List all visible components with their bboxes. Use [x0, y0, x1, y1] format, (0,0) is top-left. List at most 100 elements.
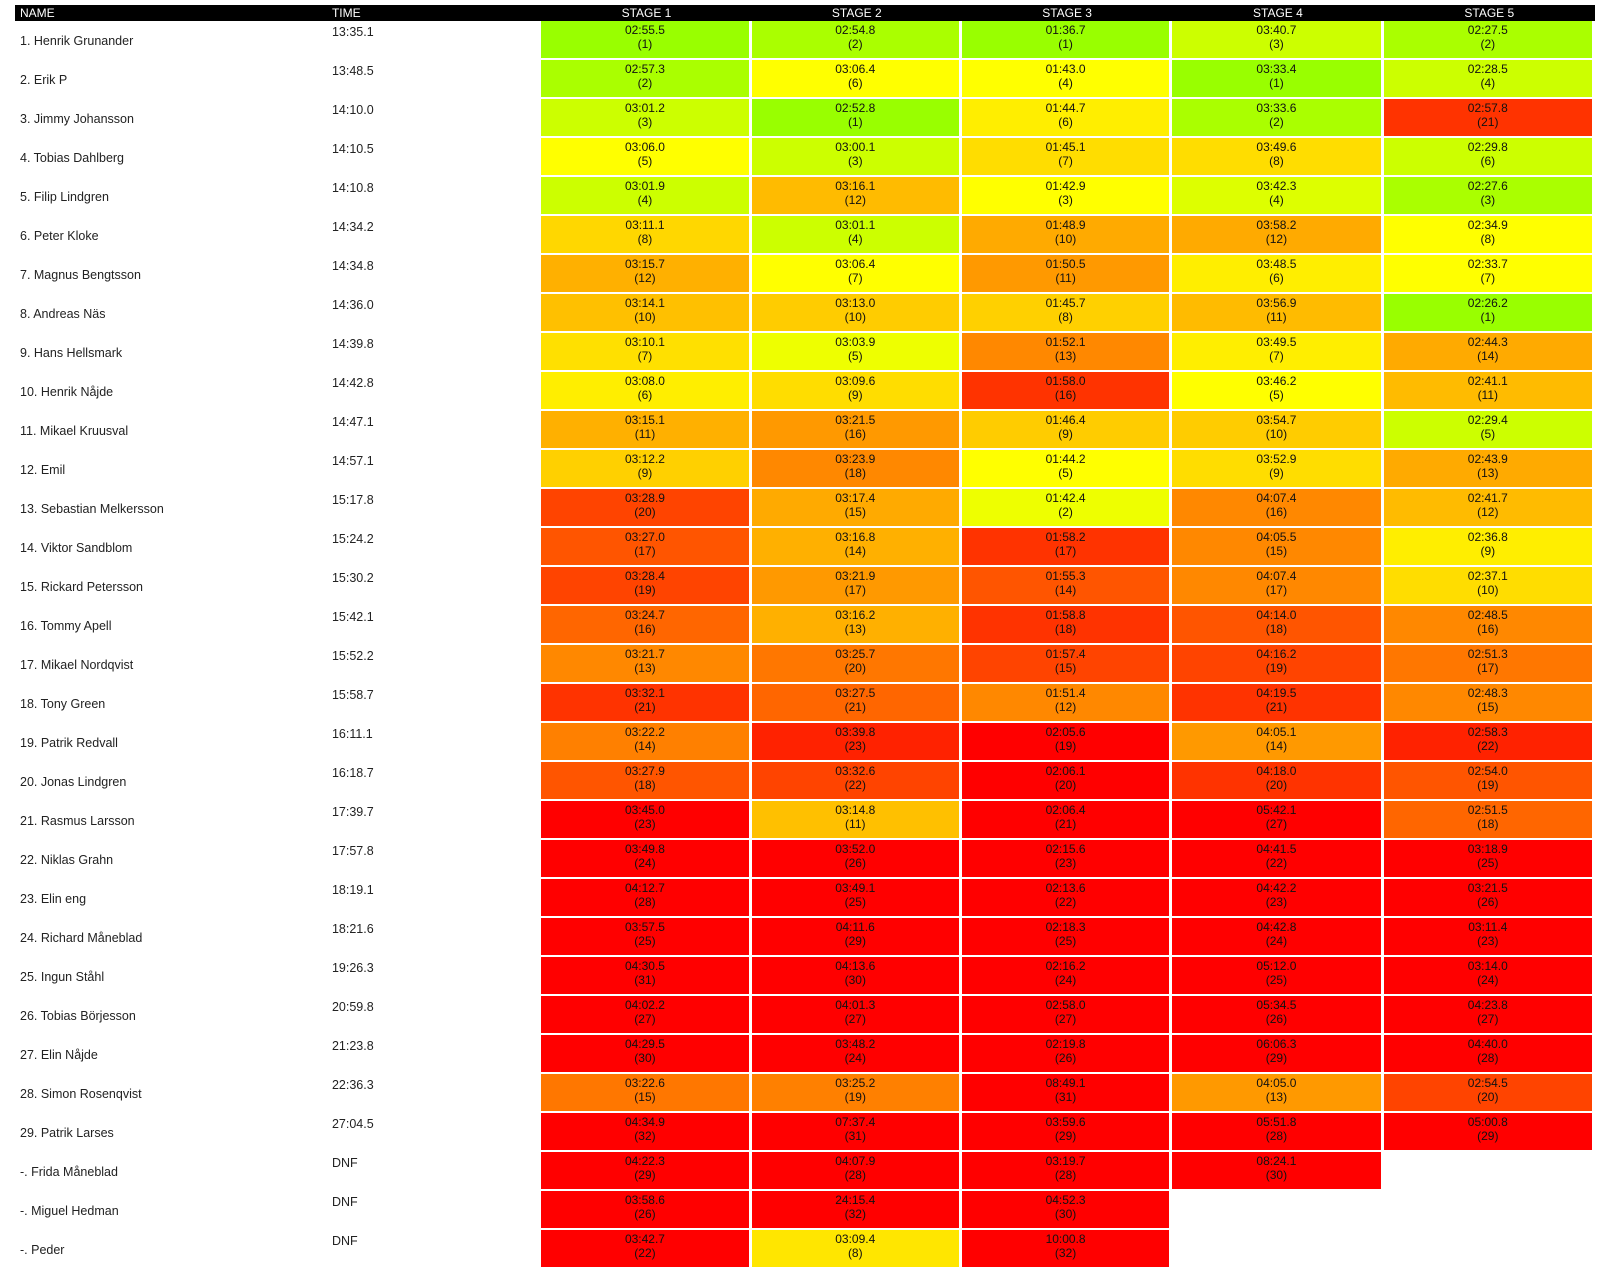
stage-rank: (17) — [1265, 583, 1288, 597]
total-time: 15:52.2 — [331, 649, 374, 663]
stage-5-cell: 02:29.8 (6) — [1383, 138, 1595, 177]
stage-1-column-header[interactable]: STAGE 1 — [541, 5, 752, 21]
stage-1-cell: 03:27.9 (18) — [541, 762, 752, 801]
stage-3-cell: 01:36.7 (1) — [961, 21, 1173, 60]
stage-2-cell: 03:16.1 (12) — [751, 177, 962, 216]
table-row: 24. Richard Måneblad 18:21.6 03:57.5 (25) 04… — [15, 918, 1595, 957]
stage-rank: (8) — [847, 1246, 863, 1260]
stage-time: 02:27.6 — [1467, 179, 1508, 193]
stage-3-cell: 04:52.3 (30) — [961, 1191, 1173, 1230]
stage-time: 03:16.2 — [835, 608, 876, 622]
stage-time: 04:19.5 — [1256, 686, 1297, 700]
competitor-name: -. Frida Måneblad — [20, 1164, 118, 1179]
table-row: 14. Viktor Sandblom 15:24.2 03:27.0 (17) 03:… — [15, 528, 1595, 567]
table-row: 15. Rickard Petersson 15:30.2 03:28.4 (19) 0… — [15, 567, 1595, 606]
stage-time: 03:01.9 — [624, 179, 665, 193]
stage-rank: (24) — [634, 856, 656, 870]
competitor-name: 17. Mikael Nordqvist — [20, 657, 134, 672]
stage-time: 03:10.1 — [624, 335, 665, 349]
stage-rank: (8) — [1480, 232, 1496, 246]
stage-1-cell: 03:08.0 (6) — [541, 372, 752, 411]
stage-2-cell: 02:54.8 (2) — [751, 21, 962, 60]
stage-time: 04:30.5 — [624, 959, 665, 973]
stage-time: 02:57.8 — [1467, 101, 1508, 115]
stage-rank: (10) — [1477, 583, 1499, 597]
stage-5-cell: 02:51.3 (17) — [1383, 645, 1595, 684]
table-row: 10. Henrik Nåjde 14:42.8 03:08.0 (6) 03:09.6… — [15, 372, 1595, 411]
name-column-header[interactable]: NAME — [15, 5, 329, 21]
table-row: 4. Tobias Dahlberg 14:10.5 03:06.0 (5) 03:00… — [15, 138, 1595, 177]
table-row: 18. Tony Green 15:58.7 03:32.1 (21) 03:27.5(… — [15, 684, 1595, 723]
stage-rank: (5) — [1269, 388, 1284, 402]
stage-rank: (17) — [1477, 661, 1499, 675]
total-time: 15:30.2 — [331, 571, 374, 585]
stage-5-cell: 02:54.5 (20) — [1383, 1074, 1595, 1113]
stage-3-cell: 01:44.7 (6) — [961, 99, 1173, 138]
stage-rank: (4) — [637, 193, 653, 207]
stage-4-cell: 03:56.9 (11) — [1172, 294, 1384, 333]
stage-5-cell: 02:28.5 (4) — [1383, 60, 1595, 99]
stage-3-cell: 02:05.6 (19) — [961, 723, 1173, 762]
stage-rank: (32) — [634, 1129, 656, 1143]
stage-rank: (11) — [1266, 310, 1287, 324]
stage-1-cell: 03:12.2 (9) — [541, 450, 752, 489]
stage-time: 03:00.1 — [835, 140, 876, 154]
total-time: 13:35.1 — [331, 25, 374, 39]
stage-time: 02:33.7 — [1467, 257, 1508, 271]
stage-3-cell: 01:58.0 (16) — [961, 372, 1173, 411]
stage-2-cell: 03:48.2 (24) — [751, 1035, 962, 1074]
stage-time: 03:56.9 — [1256, 296, 1297, 310]
stage-time: 01:58.0 — [1045, 374, 1086, 388]
competitor-name: 19. Patrik Redvall — [20, 735, 118, 750]
stage-rank: (12) — [634, 271, 656, 285]
stage-rank: (4) — [1269, 193, 1284, 207]
stage-rank: (26) — [1054, 1051, 1077, 1065]
table-row: 5. Filip Lindgren 14:10.8 03:01.9 (4) 03:16.… — [15, 177, 1595, 216]
table-row: 12. Emil 14:57.1 03:12.2 (9) 03:23.9 (18) 01:4… — [15, 450, 1595, 489]
stage-time: 02:41.7 — [1467, 491, 1508, 505]
stage-rank: (13) — [634, 661, 656, 675]
stage-5-cell: 02:27.5 (2) — [1383, 21, 1595, 60]
stage-3-cell: 02:58.0 (27) — [961, 996, 1173, 1035]
stage-4-cell: 04:41.5 (22) — [1172, 840, 1384, 879]
stage-rank: (16) — [1265, 505, 1288, 519]
stage-1-cell: 03:49.8 (24) — [541, 840, 752, 879]
table-row: 19. Patrik Redvall 16:11.1 03:22.2 (14) 03:3… — [15, 723, 1595, 762]
stage-time: 03:06.4 — [835, 62, 876, 76]
stage-time: 02:54.8 — [835, 23, 876, 37]
stage-time: 02:06.1 — [1045, 764, 1086, 778]
stage-4-cell: 08:24.1 (30) — [1172, 1152, 1384, 1191]
competitor-name: 20. Jonas Lindgren — [20, 774, 127, 789]
stage-5-cell — [1383, 1230, 1595, 1269]
competitor-name: 24. Richard Måneblad — [20, 930, 143, 945]
table-row: 29. Patrik Larses 27:04.5 04:34.9 (32) 07:37… — [15, 1113, 1595, 1152]
stage-5-column-header[interactable]: STAGE 5 — [1383, 5, 1595, 21]
stage-rank: (9) — [1269, 466, 1284, 480]
stage-4-cell: 05:51.8 (28) — [1172, 1113, 1384, 1152]
stage-3-cell: 01:45.1 (7) — [961, 138, 1173, 177]
stage-3-cell: 01:48.9 (10) — [961, 216, 1173, 255]
stage-4-column-header[interactable]: STAGE 4 — [1172, 5, 1384, 21]
stage-time: 03:25.2 — [835, 1076, 876, 1090]
stage-5-cell: 02:58.3 (22) — [1383, 723, 1595, 762]
time-column-header[interactable]: TIME — [328, 5, 542, 21]
stage-time: 03:14.8 — [835, 803, 876, 817]
stage-1-cell: 03:01.2 (3) — [541, 99, 752, 138]
stage-rank: (16) — [1477, 622, 1499, 636]
competitor-name: 6. Peter Kloke — [20, 228, 99, 243]
stage-4-cell: 06:06.3 (29) — [1172, 1035, 1384, 1074]
competitor-name: 9. Hans Hellsmark — [20, 345, 123, 360]
stage-3-column-header[interactable]: STAGE 3 — [961, 5, 1173, 21]
stage-time: 03:58.2 — [1256, 218, 1297, 232]
total-time: 21:23.8 — [331, 1039, 374, 1053]
stage-2-column-header[interactable]: STAGE 2 — [751, 5, 962, 21]
stage-rank: (14) — [634, 739, 656, 753]
stage-time: 05:51.8 — [1256, 1115, 1297, 1129]
total-time: 16:11.1 — [331, 727, 373, 741]
stage-2-cell: 03:17.4 (15) — [751, 489, 962, 528]
stage-rank: (22) — [1054, 895, 1077, 909]
stage-time: 04:34.9 — [624, 1115, 665, 1129]
stage-rank: (25) — [634, 934, 656, 948]
stage-3-cell: 10:00.8 (32) — [961, 1230, 1173, 1269]
stage-4-cell: 04:19.5 (21) — [1172, 684, 1384, 723]
